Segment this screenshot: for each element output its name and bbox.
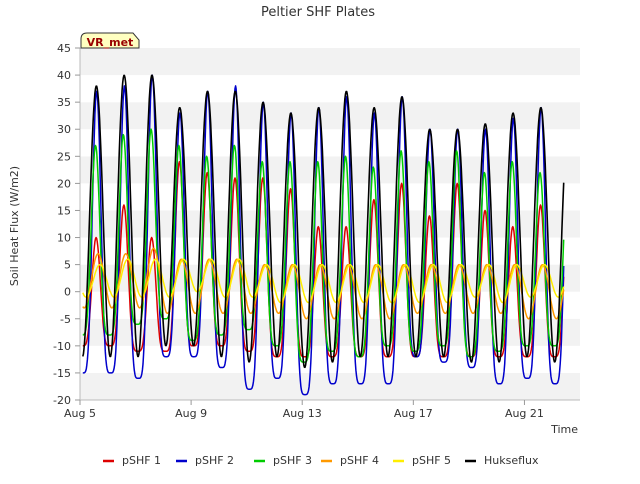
grid-band	[80, 75, 580, 103]
legend: pSHF 1 pSHF 2 pSHF 3 pSHF 4 pSHF 5 Hukseflux	[103, 454, 539, 467]
y-tick-label: 10	[57, 232, 71, 245]
x-axis-label: Time	[550, 423, 578, 436]
y-tick-label: -10	[53, 340, 71, 353]
y-tick-label: 5	[64, 259, 71, 272]
x-tick-label: Aug 13	[283, 407, 322, 420]
y-tick-label: -15	[53, 367, 71, 380]
legend-label: pSHF 5	[412, 454, 451, 467]
series-line-pshf-5	[82, 258, 565, 304]
y-tick-label: 35	[57, 96, 71, 109]
y-tick-label: 15	[57, 204, 71, 217]
legend-label: Hukseflux	[484, 454, 539, 467]
grid-band	[80, 372, 580, 400]
grid-band	[80, 183, 580, 211]
legend-label: pSHF 2	[195, 454, 234, 467]
y-tick-label: 0	[64, 286, 71, 299]
legend-label: pSHF 1	[122, 454, 161, 467]
y-tick-label: 40	[57, 69, 71, 82]
chart-title: Peltier SHF Plates	[261, 5, 375, 20]
x-tick-label: Aug 9	[175, 407, 207, 420]
grid-band	[80, 156, 580, 184]
legend-label: pSHF 4	[340, 454, 379, 467]
vr-met-badge-label: VR_met	[87, 36, 134, 49]
x-tick-label: Aug 21	[505, 407, 544, 420]
grid-band	[80, 210, 580, 238]
y-tick-label: 25	[57, 150, 71, 163]
y-tick-label: 30	[57, 123, 71, 136]
y-tick-label: -5	[60, 313, 71, 326]
grid-band	[80, 102, 580, 130]
grid-band	[80, 48, 580, 76]
series-layer	[82, 74, 565, 396]
y-tick-label: -20	[53, 394, 71, 407]
legend-label: pSHF 3	[273, 454, 312, 467]
grid-band	[80, 237, 580, 265]
vr-met-badge: VR_met	[80, 32, 140, 49]
y-tick-label: 20	[57, 177, 71, 190]
axes: -20 -15 -10 -5 0 5 10 15 20 25 30 35 40 45 Aug 5 Aug 9 A…	[53, 42, 580, 420]
x-tick-label: Aug 5	[64, 407, 96, 420]
series-line-pshf-4	[82, 247, 565, 320]
y-axis-label: Soil Heat Flux (W/m2)	[8, 166, 21, 286]
x-tick-label: Aug 17	[394, 407, 433, 420]
grid-band	[80, 129, 580, 157]
y-tick-label: 45	[57, 42, 71, 55]
series-line-pshf-2	[82, 74, 565, 396]
series-line-hukseflux	[82, 74, 565, 369]
